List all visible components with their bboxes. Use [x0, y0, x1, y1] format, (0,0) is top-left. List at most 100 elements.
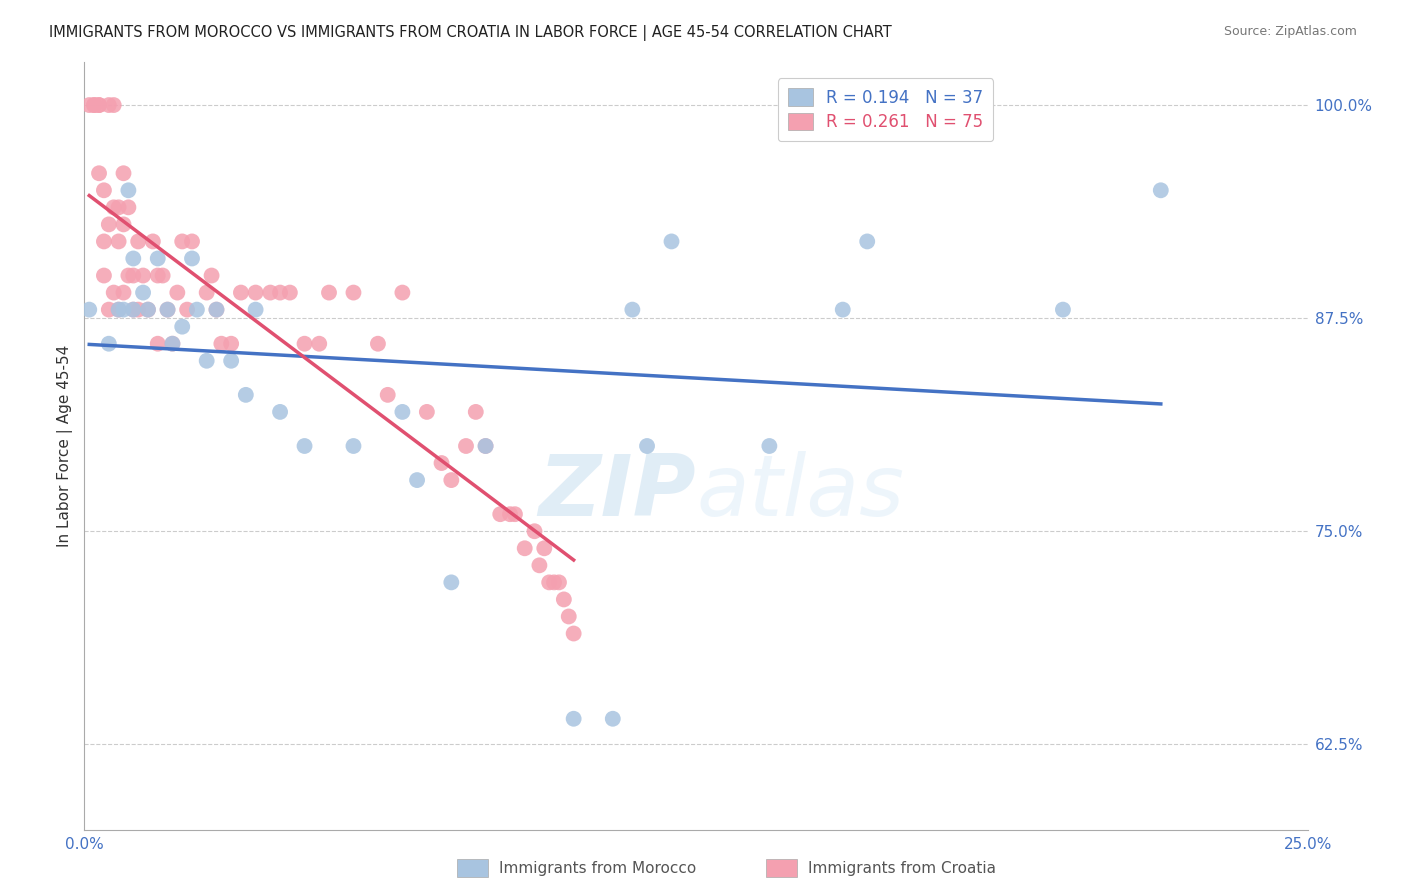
Point [93, 183, 115, 197]
Point [278, 285, 301, 300]
Point [856, 235, 879, 249]
Point [269, 405, 291, 419]
Point [127, 302, 149, 317]
Point [562, 712, 585, 726]
Point [503, 507, 526, 521]
Point [127, 235, 149, 249]
Point [245, 285, 267, 300]
Point [621, 302, 644, 317]
Point [294, 336, 316, 351]
Point [122, 302, 145, 317]
Point [152, 268, 174, 283]
Point [219, 336, 242, 351]
Point [205, 302, 228, 317]
Point [117, 268, 139, 283]
Point [83, 98, 105, 112]
Point [142, 235, 165, 249]
Point [474, 439, 496, 453]
Point [172, 319, 194, 334]
Point [132, 268, 155, 283]
Point [294, 439, 316, 453]
Point [529, 558, 551, 573]
Point [156, 302, 179, 317]
Point [117, 183, 139, 197]
Point [245, 302, 267, 317]
Point [103, 285, 125, 300]
Point [107, 200, 129, 214]
Point [195, 285, 218, 300]
Point [229, 285, 252, 300]
Point [97, 336, 120, 351]
Point [430, 456, 453, 470]
Point [195, 353, 218, 368]
Point [406, 473, 429, 487]
Point [205, 302, 228, 317]
Point [181, 252, 204, 266]
Point [176, 302, 198, 317]
Point [103, 98, 125, 112]
Point [543, 575, 565, 590]
Point [93, 235, 115, 249]
Point [758, 439, 780, 453]
Point [661, 235, 683, 249]
Point [112, 302, 135, 317]
Point [235, 388, 257, 402]
Point [112, 285, 135, 300]
Point [186, 302, 208, 317]
Point [558, 609, 581, 624]
Point [77, 302, 100, 317]
Point [112, 166, 135, 180]
Point [93, 268, 115, 283]
Point [454, 439, 477, 453]
Point [440, 473, 463, 487]
Point [391, 405, 413, 419]
Text: ZIP: ZIP [538, 450, 696, 533]
Point [831, 302, 853, 317]
Point [533, 541, 555, 556]
Point [308, 336, 330, 351]
Point [548, 575, 571, 590]
Point [162, 336, 184, 351]
Point [77, 98, 100, 112]
Point [146, 252, 169, 266]
Point [107, 302, 129, 317]
Text: atlas: atlas [696, 450, 904, 533]
Point [97, 218, 120, 232]
Point [269, 285, 291, 300]
Point [1150, 183, 1173, 197]
Text: Source: ZipAtlas.com: Source: ZipAtlas.com [1223, 25, 1357, 38]
Point [474, 439, 496, 453]
Point [367, 336, 389, 351]
Point [87, 166, 110, 180]
Point [440, 575, 463, 590]
Point [122, 302, 145, 317]
Point [523, 524, 546, 539]
Point [83, 98, 105, 112]
Point [513, 541, 536, 556]
Point [259, 285, 281, 300]
Point [107, 302, 129, 317]
Point [562, 626, 585, 640]
Point [103, 200, 125, 214]
Point [97, 302, 120, 317]
Point [87, 98, 110, 112]
Point [219, 353, 242, 368]
Y-axis label: In Labor Force | Age 45-54: In Labor Force | Age 45-54 [58, 345, 73, 547]
Point [538, 575, 561, 590]
Point [318, 285, 340, 300]
Point [87, 98, 110, 112]
Text: Immigrants from Croatia: Immigrants from Croatia [808, 862, 997, 876]
Point [122, 252, 145, 266]
Legend: R = 0.194   N = 37, R = 0.261   N = 75: R = 0.194 N = 37, R = 0.261 N = 75 [778, 78, 994, 142]
Point [122, 268, 145, 283]
Text: IMMIGRANTS FROM MOROCCO VS IMMIGRANTS FROM CROATIA IN LABOR FORCE | AGE 45-54 CO: IMMIGRANTS FROM MOROCCO VS IMMIGRANTS FR… [49, 25, 891, 41]
Point [209, 336, 232, 351]
Point [342, 439, 364, 453]
Point [416, 405, 439, 419]
Point [132, 285, 155, 300]
Text: Immigrants from Morocco: Immigrants from Morocco [499, 862, 696, 876]
Point [136, 302, 159, 317]
Point [1052, 302, 1074, 317]
Point [172, 235, 194, 249]
Point [181, 235, 204, 249]
